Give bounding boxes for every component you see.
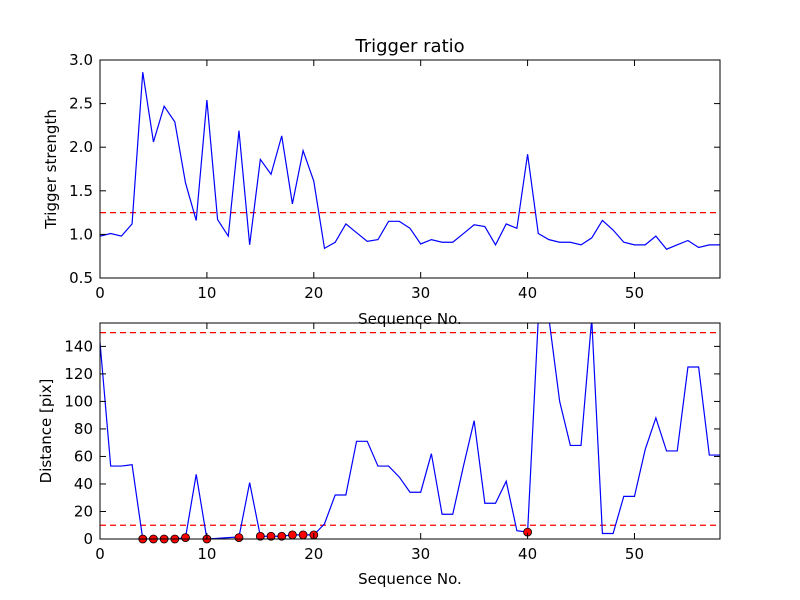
y-tick-label: 0 xyxy=(83,530,93,548)
data-marker xyxy=(266,531,276,541)
x-tick-label: 0 xyxy=(95,545,105,563)
axes-frame xyxy=(99,322,721,540)
y-axis-label: Trigger strength xyxy=(42,109,60,230)
x-axis-label: Sequence No. xyxy=(358,570,462,588)
y-tick-label: 3.0 xyxy=(69,51,93,69)
series-line xyxy=(100,323,720,539)
x-tick-label: 10 xyxy=(197,284,216,302)
x-tick-label: 50 xyxy=(625,284,644,302)
x-tick-label: 40 xyxy=(518,284,537,302)
series-line xyxy=(100,72,720,250)
chart-title: Trigger ratio xyxy=(354,36,464,57)
x-tick-label: 20 xyxy=(304,284,323,302)
y-tick-label: 0.5 xyxy=(69,269,93,287)
y-tick-label: 2.0 xyxy=(69,138,93,156)
y-axis-label: Distance [pix] xyxy=(37,379,55,484)
axes-frame xyxy=(99,59,721,279)
y-tick-label: 100 xyxy=(64,392,93,410)
data-marker xyxy=(255,531,265,541)
x-tick-label: 20 xyxy=(304,545,323,563)
y-tick-label: 60 xyxy=(74,447,93,465)
y-tick-label: 140 xyxy=(64,337,93,355)
y-tick-label: 80 xyxy=(74,420,93,438)
x-tick-label: 10 xyxy=(197,545,216,563)
data-marker xyxy=(298,530,308,540)
data-marker xyxy=(181,533,190,543)
x-tick-label: 40 xyxy=(518,545,537,563)
y-tick-label: 2.5 xyxy=(69,95,93,113)
data-marker xyxy=(234,533,244,543)
x-tick-label: 0 xyxy=(95,284,105,302)
distance-panel: Sequence No. Distance [pix] 0 10 20 30 40 50 0… xyxy=(37,322,721,588)
trigger-ratio-panel: Trigger ratio Sequence No. Trigger stren… xyxy=(42,36,721,328)
data-marker xyxy=(288,530,297,540)
x-axis-label: Sequence No. xyxy=(358,310,462,328)
x-tick-label: 30 xyxy=(411,545,430,563)
x-tick-label: 50 xyxy=(625,545,644,563)
y-tick-label: 20 xyxy=(74,502,93,520)
plot-area xyxy=(100,323,720,539)
y-tick-label: 40 xyxy=(74,475,93,493)
y-tick-label: 1.5 xyxy=(69,182,93,200)
y-tick-label: 1.0 xyxy=(69,225,93,243)
plot-area xyxy=(100,72,720,250)
y-tick-label: 120 xyxy=(64,365,93,383)
data-marker xyxy=(277,531,287,541)
x-tick-label: 30 xyxy=(411,284,430,302)
